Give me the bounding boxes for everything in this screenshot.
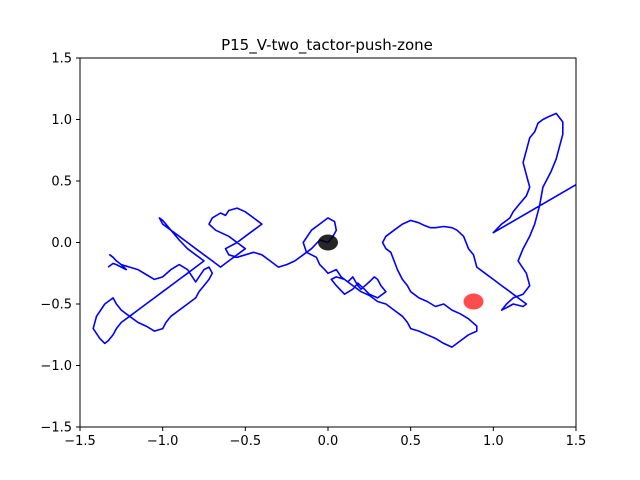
y-axis-ticks: −1.5 −1.0 −0.5 0.0 0.5 1.0 1.5 [40, 52, 80, 436]
target-marker [463, 293, 484, 310]
start-marker [318, 234, 338, 251]
trajectory-line-1 [302, 112, 576, 348]
plot-content [92, 112, 576, 348]
y-tick-label: −1.0 [40, 359, 72, 374]
x-axis-ticks: −1.5 −1.0 −0.5 0.0 0.5 1.0 1.5 [64, 427, 586, 449]
y-tick-label: −1.5 [40, 421, 72, 436]
y-tick-label: 1.0 [51, 113, 72, 128]
y-tick-label: 0.0 [51, 236, 72, 251]
trajectory-line-2 [92, 207, 329, 345]
x-tick-label: −0.5 [230, 434, 262, 449]
x-tick-label: 0.0 [318, 434, 339, 449]
x-tick-label: −1.0 [147, 434, 179, 449]
x-tick-label: −1.5 [64, 434, 96, 449]
y-tick-label: 1.5 [51, 52, 72, 67]
x-tick-label: 1.0 [483, 434, 504, 449]
x-tick-label: 0.5 [400, 434, 421, 449]
plot-area [79, 57, 577, 428]
chart-title: P15_V-two_tactor-push-zone [221, 36, 433, 55]
y-tick-label: 0.5 [51, 175, 72, 190]
y-tick-label: −0.5 [40, 298, 72, 313]
x-tick-label: 1.5 [566, 434, 587, 449]
